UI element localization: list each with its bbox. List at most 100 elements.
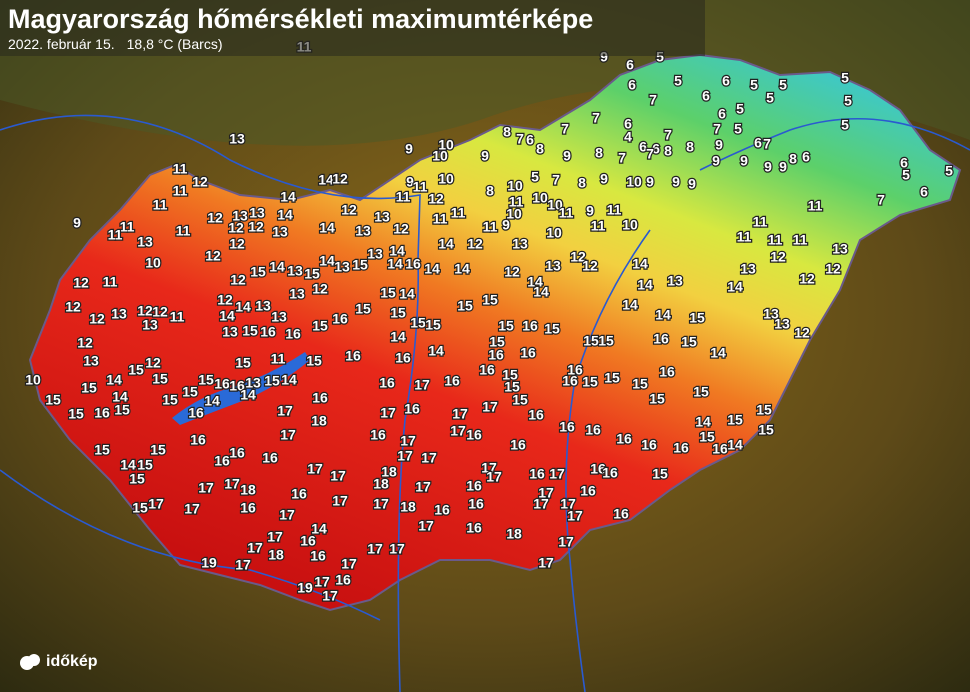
station-temp: 16: [466, 478, 482, 494]
station-temp: 16: [404, 401, 420, 417]
station-temp: 6: [802, 149, 810, 165]
station-temp: 15: [756, 402, 772, 418]
station-temp: 16: [522, 318, 538, 334]
station-temp: 10: [506, 206, 522, 222]
station-temp: 16: [310, 548, 326, 564]
station-temp: 10: [438, 137, 454, 153]
station-temp: 7: [664, 127, 672, 143]
station-temp: 14: [269, 259, 285, 275]
station-temp: 16: [300, 533, 316, 549]
station-temp: 5: [736, 101, 744, 117]
station-temp: 17: [307, 461, 323, 477]
station-temp: 16: [585, 422, 601, 438]
station-temp: 9: [502, 217, 510, 233]
station-temp: 11: [173, 161, 188, 177]
station-temp: 14: [219, 308, 235, 324]
station-temp: 15: [304, 266, 320, 282]
station-temp: 15: [264, 373, 280, 389]
station-temp: 10: [622, 217, 638, 233]
station-temp: 17: [341, 556, 357, 572]
station-temp: 16: [379, 375, 395, 391]
station-temp: 18: [400, 499, 416, 515]
station-temp: 8: [686, 139, 694, 155]
station-temp: 11: [483, 219, 498, 235]
station-temp: 11: [176, 223, 191, 239]
station-temp: 14: [622, 297, 638, 313]
station-temp: 16: [468, 496, 484, 512]
station-temp: 7: [618, 150, 626, 166]
station-temp: 14: [319, 220, 335, 236]
station-temp: 9: [586, 203, 594, 219]
station-temp: 12: [467, 236, 483, 252]
station-temp: 8: [536, 141, 544, 157]
station-temp: 13: [832, 241, 848, 257]
station-temp: 18: [268, 547, 284, 563]
station-temp: 15: [352, 257, 368, 273]
station-temp: 16: [229, 378, 245, 394]
station-temp: 16: [214, 376, 230, 392]
station-temp: 8: [595, 145, 603, 161]
station-temp: 14: [240, 387, 256, 403]
station-temp: 17: [279, 507, 295, 523]
station-temp: 8: [664, 143, 672, 159]
station-temp: 15: [68, 406, 84, 422]
station-temp: 15: [242, 323, 258, 339]
station-temp: 12: [332, 171, 348, 187]
station-temp: 12: [207, 210, 223, 226]
station-temp: 14: [280, 189, 296, 205]
station-temp: 16: [332, 311, 348, 327]
station-temp: 16: [613, 506, 629, 522]
station-temp: 7: [877, 192, 885, 208]
station-temp: 6: [639, 139, 647, 155]
station-temp: 17: [415, 479, 431, 495]
station-temp: 17: [314, 574, 330, 590]
station-temp: 15: [390, 305, 406, 321]
station-temp: 7: [713, 121, 721, 137]
station-temp: 5: [656, 49, 664, 65]
station-temp: 17: [380, 405, 396, 421]
station-temp: 13: [545, 258, 561, 274]
station-temp: 14: [438, 236, 454, 252]
logo[interactable]: időkép: [18, 652, 98, 672]
station-temp: 11: [396, 189, 411, 205]
station-temp: 9: [406, 174, 414, 190]
station-temp: 16: [405, 256, 421, 272]
station-temp: 14: [281, 372, 297, 388]
station-temp: 15: [502, 367, 518, 383]
station-temp: 11: [591, 218, 606, 234]
station-temp: 14: [399, 286, 415, 302]
station-temp: 14: [533, 284, 549, 300]
station-temp: 15: [693, 384, 709, 400]
station-temp: 17: [452, 406, 468, 422]
subtitle: 2022. február 15. 18,8 °C (Barcs): [8, 36, 235, 52]
station-temp: 16: [602, 465, 618, 481]
station-temp: 14: [428, 343, 444, 359]
station-temp: 7: [552, 172, 560, 188]
station-temp: 18: [240, 482, 256, 498]
station-temp: 16: [712, 441, 728, 457]
station-temp: 15: [81, 380, 97, 396]
station-temp: 10: [438, 171, 454, 187]
station-temp: 18: [311, 413, 327, 429]
title-bar: Magyarország hőmérsékleti maximumtérképe…: [0, 0, 705, 56]
station-temp: 14: [710, 345, 726, 361]
station-temp: 8: [503, 124, 511, 140]
station-temp: 12: [341, 202, 357, 218]
station-temp: 6: [624, 116, 632, 132]
station-temp: 13: [255, 298, 271, 314]
station-temp: 15: [410, 315, 426, 331]
lake-balaton: [172, 352, 310, 425]
station-temp: 5: [841, 117, 849, 133]
station-temp: 12: [217, 292, 233, 308]
station-temp: 12: [393, 221, 409, 237]
station-temp: 16: [479, 362, 495, 378]
station-temp: 13: [142, 317, 158, 333]
station-temp: 18: [381, 464, 397, 480]
station-temp: 16: [520, 345, 536, 361]
station-temp: 12: [229, 236, 245, 252]
station-temp: 17: [235, 557, 251, 573]
station-temp: 15: [250, 264, 266, 280]
station-temp: 14: [390, 329, 406, 345]
station-temp: 12: [312, 281, 328, 297]
